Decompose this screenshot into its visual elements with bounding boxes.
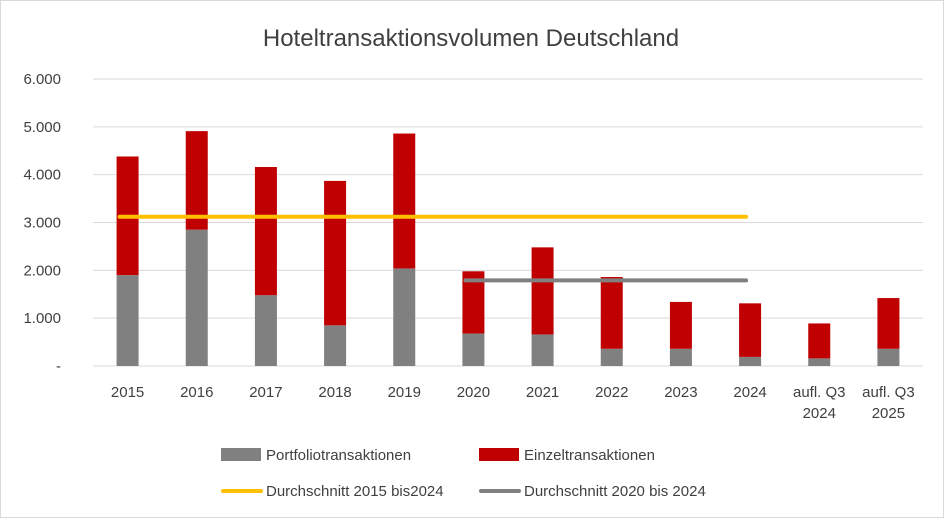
- gridlines: [93, 78, 923, 367]
- bar-portfoliotransaktionen: [669, 348, 692, 366]
- legend-label: Durchschnitt 2015 bis2024: [266, 483, 444, 500]
- bar-einzeltransaktionen: [739, 303, 762, 357]
- x-tick-label: aufl. Q3: [793, 384, 846, 401]
- x-tick-label: 2015: [111, 384, 144, 401]
- legend: Portfoliotransaktionen Einzeltransaktione…: [221, 447, 706, 500]
- y-tick-label: 6.000: [23, 71, 61, 88]
- x-tick-label: 2025: [872, 405, 905, 422]
- x-tick-label: 2016: [180, 384, 213, 401]
- bar-portfoliotransaktionen: [116, 275, 139, 366]
- bar-einzeltransaktionen: [877, 298, 900, 349]
- x-tick-label: 2017: [249, 384, 282, 401]
- bar-portfoliotransaktionen: [324, 325, 347, 366]
- bar-portfoliotransaktionen: [600, 348, 623, 366]
- y-tick-label: 5.000: [23, 119, 61, 136]
- bar-einzeltransaktionen: [254, 167, 277, 296]
- x-tick-label: aufl. Q3: [862, 384, 915, 401]
- y-tick-label: 2.000: [23, 262, 61, 279]
- x-tick-label: 2018: [318, 384, 351, 401]
- bar-einzeltransaktionen: [324, 180, 347, 326]
- x-tick-label: 2020: [457, 384, 490, 401]
- x-axis-tick-labels: 2015 2016 2017 2018 2019 2020 2021 2022 2023 2024…: [111, 384, 915, 422]
- y-axis-tick-labels: - 1.000 2.000 3.000 4.000 5.000 6.000: [23, 71, 61, 375]
- legend-swatch: [479, 448, 519, 461]
- bar-einzeltransaktionen: [808, 323, 831, 359]
- x-tick-label: 2022: [595, 384, 628, 401]
- bar-portfoliotransaktionen: [531, 334, 554, 366]
- bar-einzeltransaktionen: [462, 271, 485, 334]
- bar-einzeltransaktionen: [531, 247, 554, 335]
- x-tick-label: 2019: [388, 384, 421, 401]
- x-tick-label: 2024: [733, 384, 766, 401]
- average-lines: [117, 214, 749, 283]
- legend-swatch: [221, 448, 261, 461]
- x-tick-label: 2023: [664, 384, 697, 401]
- legend-label: Einzeltransaktionen: [524, 447, 655, 464]
- y-tick-label: 1.000: [23, 310, 61, 327]
- bar-portfoliotransaktionen: [254, 295, 277, 366]
- x-tick-label: 2024: [803, 405, 836, 422]
- legend-label: Portfoliotransaktionen: [266, 447, 411, 464]
- legend-label: Durchschnitt 2020 bis 2024: [524, 483, 706, 500]
- bar-portfoliotransaktionen: [462, 333, 485, 366]
- bar-portfoliotransaktionen: [808, 358, 831, 366]
- x-tick-label: 2021: [526, 384, 559, 401]
- y-tick-label: 3.000: [23, 215, 61, 232]
- bar-einzeltransaktionen: [393, 133, 416, 269]
- y-tick-label: -: [56, 358, 61, 375]
- bar-portfoliotransaktionen: [739, 356, 762, 366]
- bar-portfoliotransaktionen: [877, 348, 900, 366]
- bar-einzeltransaktionen: [185, 131, 208, 230]
- bar-einzeltransaktionen: [669, 301, 692, 349]
- chart-title: Hoteltransaktionsvolumen Deutschland: [263, 25, 679, 52]
- bar-portfoliotransaktionen: [393, 268, 416, 366]
- bar-einzeltransaktionen: [600, 277, 623, 349]
- bars: [116, 131, 900, 366]
- y-tick-label: 4.000: [23, 167, 61, 184]
- bar-portfoliotransaktionen: [185, 229, 208, 366]
